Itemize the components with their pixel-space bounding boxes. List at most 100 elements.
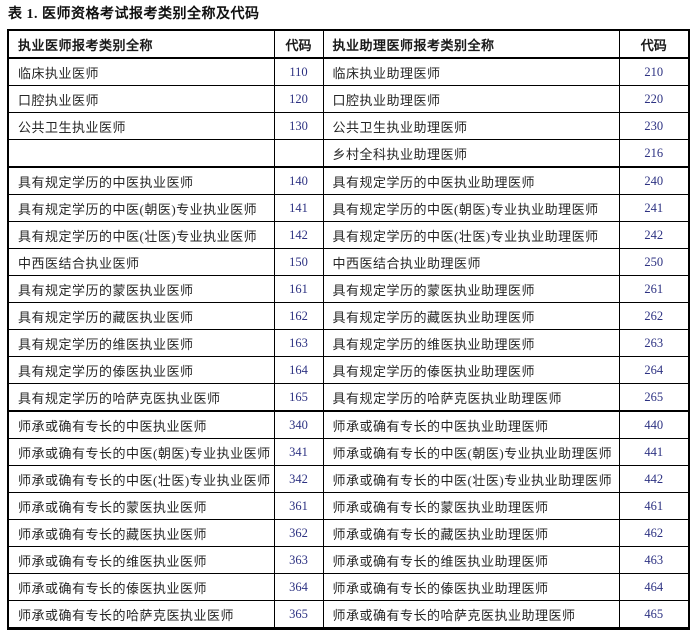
table-row: 师承或确有专长的维医执业医师 363 师承或确有专长的维医执业助理医师 463 bbox=[7, 546, 690, 574]
physician-code-cell: 141 bbox=[273, 194, 324, 222]
assistant-code-cell: 462 bbox=[618, 519, 690, 547]
physician-code-cell: 365 bbox=[273, 600, 324, 629]
table-row: 师承或确有专长的中医执业医师 340 师承或确有专长的中医执业助理医师 440 bbox=[7, 410, 690, 439]
physician-category-cell: 师承或确有专长的中医(朝医)专业执业医师 bbox=[7, 438, 275, 466]
physician-code-cell: 161 bbox=[273, 275, 324, 303]
table-row: 具有规定学历的维医执业医师 163 具有规定学历的维医执业助理医师 263 bbox=[7, 329, 690, 357]
physician-code-cell: 150 bbox=[273, 248, 324, 276]
assistant-category-cell: 公共卫生执业助理医师 bbox=[322, 112, 620, 140]
physician-code-cell: 110 bbox=[273, 57, 324, 86]
physician-code-cell: 342 bbox=[273, 465, 324, 493]
header-assistant-category: 执业助理医师报考类别全称 bbox=[322, 29, 620, 59]
assistant-code-cell: 262 bbox=[618, 302, 690, 330]
physician-code-cell: 120 bbox=[273, 85, 324, 113]
assistant-code-cell: 241 bbox=[618, 194, 690, 222]
assistant-code-cell: 263 bbox=[618, 329, 690, 357]
physician-code-cell: 362 bbox=[273, 519, 324, 547]
header-physician-code: 代码 bbox=[273, 29, 324, 59]
table-section: 临床执业医师 110 临床执业助理医师 210 口腔执业医师 120 口腔执业助… bbox=[7, 57, 690, 168]
category-code-table: 执业医师报考类别全称 代码 执业助理医师报考类别全称 代码 临床执业医师 110… bbox=[7, 29, 690, 630]
physician-category-cell: 具有规定学历的中医执业医师 bbox=[7, 166, 275, 195]
assistant-code-cell: 464 bbox=[618, 573, 690, 601]
assistant-category-cell: 具有规定学历的维医执业助理医师 bbox=[322, 329, 620, 357]
physician-category-cell: 具有规定学历的傣医执业医师 bbox=[7, 356, 275, 384]
physician-code-cell: 361 bbox=[273, 492, 324, 520]
assistant-code-cell: 261 bbox=[618, 275, 690, 303]
table-section: 具有规定学历的中医执业医师 140 具有规定学历的中医执业助理医师 240 具有… bbox=[7, 166, 690, 412]
physician-category-cell: 师承或确有专长的傣医执业医师 bbox=[7, 573, 275, 601]
table-row: 具有规定学历的蒙医执业医师 161 具有规定学历的蒙医执业助理医师 261 bbox=[7, 275, 690, 303]
header-assistant-code: 代码 bbox=[618, 29, 690, 59]
table-row: 中西医结合执业医师 150 中西医结合执业助理医师 250 bbox=[7, 248, 690, 276]
table-row: 具有规定学历的傣医执业医师 164 具有规定学历的傣医执业助理医师 264 bbox=[7, 356, 690, 384]
physician-category-cell: 师承或确有专长的中医(壮医)专业执业医师 bbox=[7, 465, 275, 493]
assistant-category-cell: 师承或确有专长的中医执业助理医师 bbox=[322, 410, 620, 439]
physician-code-cell: 341 bbox=[273, 438, 324, 466]
assistant-code-cell: 240 bbox=[618, 166, 690, 195]
table-row: 师承或确有专长的中医(朝医)专业执业医师 341 师承或确有专长的中医(朝医)专… bbox=[7, 438, 690, 466]
assistant-code-cell: 440 bbox=[618, 410, 690, 439]
physician-category-cell: 口腔执业医师 bbox=[7, 85, 275, 113]
table-row: 具有规定学历的中医(朝医)专业执业医师 141 具有规定学历的中医(朝医)专业执… bbox=[7, 194, 690, 222]
assistant-category-cell: 具有规定学历的中医(壮医)专业执业助理医师 bbox=[322, 221, 620, 249]
assistant-category-cell: 师承或确有专长的维医执业助理医师 bbox=[322, 546, 620, 574]
assistant-category-cell: 具有规定学历的哈萨克医执业助理医师 bbox=[322, 383, 620, 412]
assistant-category-cell: 具有规定学历的中医执业助理医师 bbox=[322, 166, 620, 195]
assistant-category-cell: 临床执业助理医师 bbox=[322, 57, 620, 86]
table-row: 具有规定学历的中医执业医师 140 具有规定学历的中医执业助理医师 240 bbox=[7, 166, 690, 195]
assistant-category-cell: 口腔执业助理医师 bbox=[322, 85, 620, 113]
assistant-code-cell: 264 bbox=[618, 356, 690, 384]
assistant-code-cell: 463 bbox=[618, 546, 690, 574]
table-section: 师承或确有专长的中医执业医师 340 师承或确有专长的中医执业助理医师 440 … bbox=[7, 410, 690, 629]
physician-code-cell: 164 bbox=[273, 356, 324, 384]
physician-category-cell: 具有规定学历的维医执业医师 bbox=[7, 329, 275, 357]
physician-category-cell: 具有规定学历的中医(朝医)专业执业医师 bbox=[7, 194, 275, 222]
assistant-category-cell: 具有规定学历的傣医执业助理医师 bbox=[322, 356, 620, 384]
assistant-code-cell: 442 bbox=[618, 465, 690, 493]
table-row: 乡村全科执业助理医师 216 bbox=[7, 139, 690, 168]
assistant-category-cell: 师承或确有专长的藏医执业助理医师 bbox=[322, 519, 620, 547]
table-row: 口腔执业医师 120 口腔执业助理医师 220 bbox=[7, 85, 690, 113]
table-row: 师承或确有专长的哈萨克医执业医师 365 师承或确有专长的哈萨克医执业助理医师 … bbox=[7, 600, 690, 629]
table-title: 表 1. 医师资格考试报考类别全称及代码 bbox=[8, 7, 260, 22]
physician-code-cell: 163 bbox=[273, 329, 324, 357]
physician-category-cell: 师承或确有专长的蒙医执业医师 bbox=[7, 492, 275, 520]
assistant-code-cell: 461 bbox=[618, 492, 690, 520]
physician-category-cell: 临床执业医师 bbox=[7, 57, 275, 86]
assistant-category-cell: 师承或确有专长的中医(壮医)专业执业助理医师 bbox=[322, 465, 620, 493]
physician-category-cell: 师承或确有专长的藏医执业医师 bbox=[7, 519, 275, 547]
physician-category-cell: 师承或确有专长的中医执业医师 bbox=[7, 410, 275, 439]
assistant-code-cell: 220 bbox=[618, 85, 690, 113]
physician-code-cell: 363 bbox=[273, 546, 324, 574]
assistant-code-cell: 210 bbox=[618, 57, 690, 86]
assistant-category-cell: 中西医结合执业助理医师 bbox=[322, 248, 620, 276]
header-physician-category: 执业医师报考类别全称 bbox=[7, 29, 275, 59]
physician-category-cell bbox=[7, 139, 275, 168]
assistant-category-cell: 乡村全科执业助理医师 bbox=[322, 139, 620, 168]
physician-code-cell: 364 bbox=[273, 573, 324, 601]
physician-category-cell: 具有规定学历的哈萨克医执业医师 bbox=[7, 383, 275, 412]
table-row: 临床执业医师 110 临床执业助理医师 210 bbox=[7, 57, 690, 86]
physician-category-cell: 中西医结合执业医师 bbox=[7, 248, 275, 276]
physician-code-cell: 165 bbox=[273, 383, 324, 412]
assistant-category-cell: 具有规定学历的藏医执业助理医师 bbox=[322, 302, 620, 330]
physician-category-cell: 师承或确有专长的哈萨克医执业医师 bbox=[7, 600, 275, 629]
physician-code-cell: 162 bbox=[273, 302, 324, 330]
table-row: 师承或确有专长的傣医执业医师 364 师承或确有专长的傣医执业助理医师 464 bbox=[7, 573, 690, 601]
physician-category-cell: 师承或确有专长的维医执业医师 bbox=[7, 546, 275, 574]
physician-code-cell: 140 bbox=[273, 166, 324, 195]
assistant-category-cell: 师承或确有专长的哈萨克医执业助理医师 bbox=[322, 600, 620, 629]
physician-code-cell: 130 bbox=[273, 112, 324, 140]
physician-category-cell: 具有规定学历的藏医执业医师 bbox=[7, 302, 275, 330]
physician-category-cell: 公共卫生执业医师 bbox=[7, 112, 275, 140]
assistant-category-cell: 具有规定学历的中医(朝医)专业执业助理医师 bbox=[322, 194, 620, 222]
assistant-category-cell: 具有规定学历的蒙医执业助理医师 bbox=[322, 275, 620, 303]
table-row: 具有规定学历的哈萨克医执业医师 165 具有规定学历的哈萨克医执业助理医师 26… bbox=[7, 383, 690, 412]
table-row: 师承或确有专长的蒙医执业医师 361 师承或确有专长的蒙医执业助理医师 461 bbox=[7, 492, 690, 520]
assistant-code-cell: 465 bbox=[618, 600, 690, 629]
assistant-category-cell: 师承或确有专长的傣医执业助理医师 bbox=[322, 573, 620, 601]
physician-code-cell: 142 bbox=[273, 221, 324, 249]
assistant-code-cell: 242 bbox=[618, 221, 690, 249]
assistant-code-cell: 250 bbox=[618, 248, 690, 276]
